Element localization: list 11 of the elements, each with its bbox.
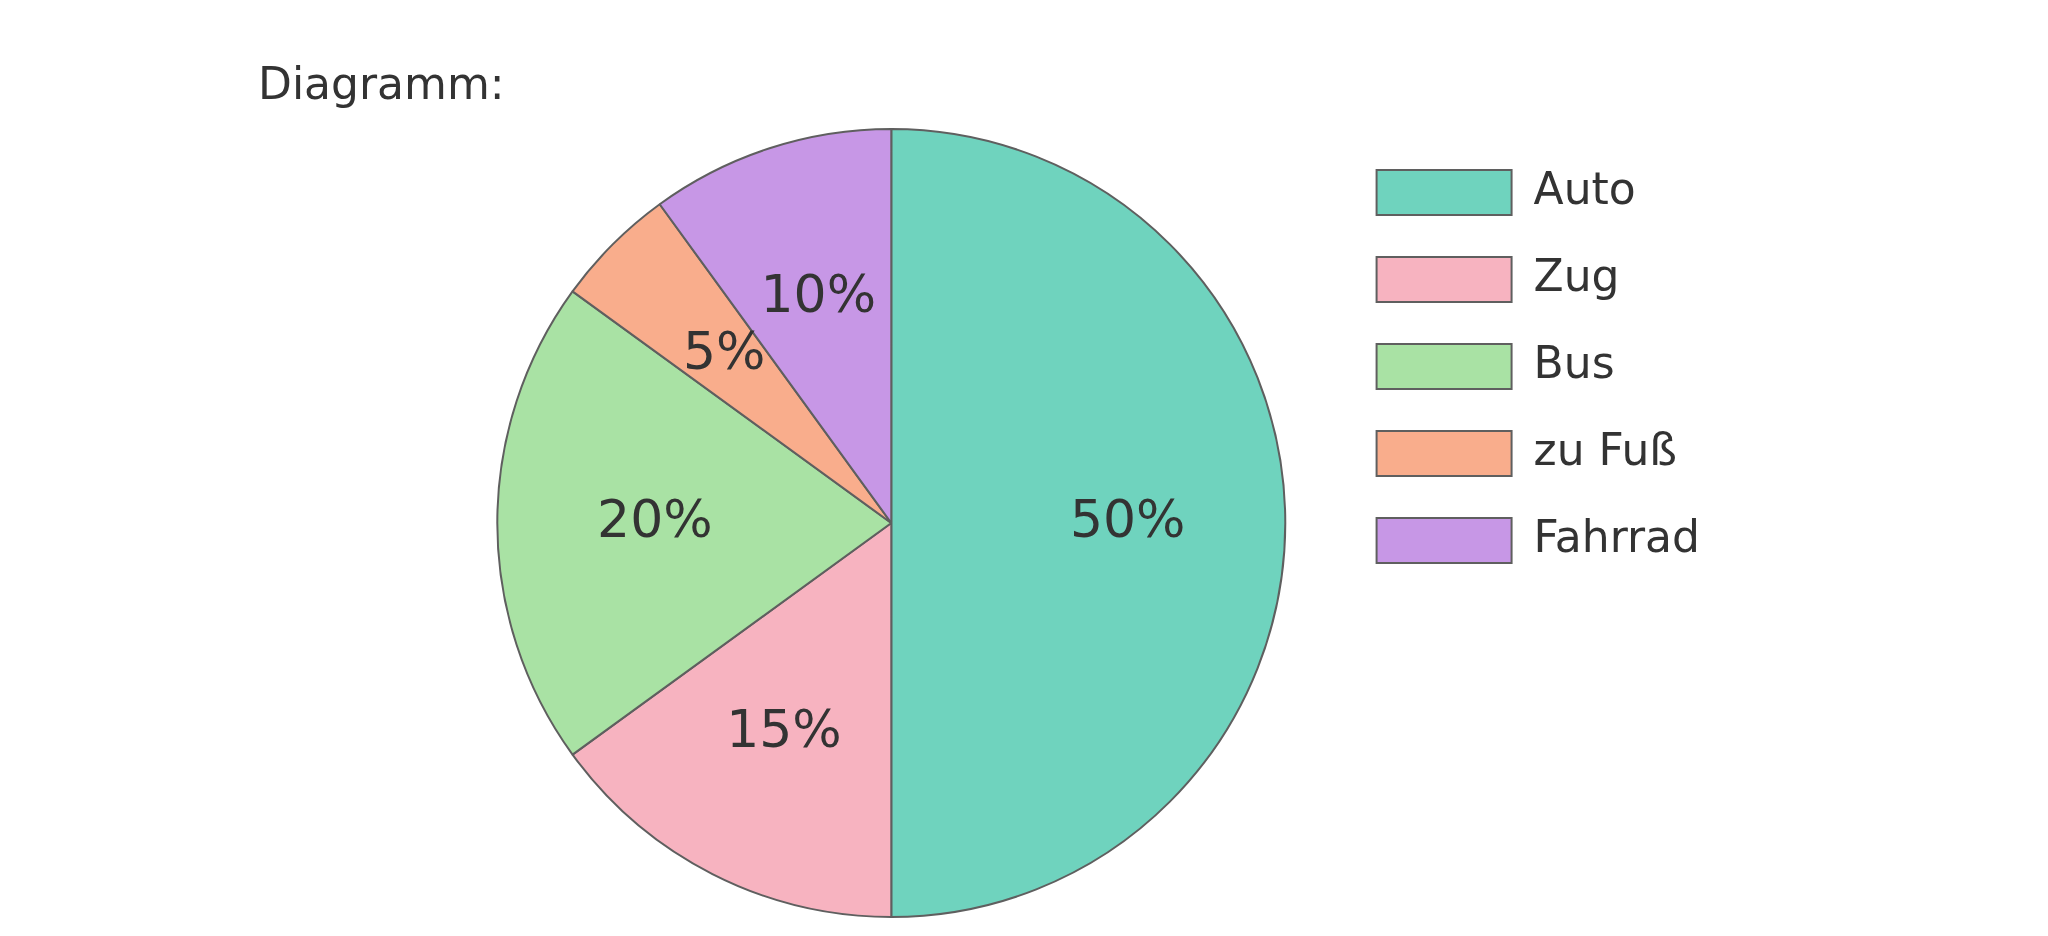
legend-label: zu Fuß — [1533, 423, 1678, 475]
legend-label: Zug — [1533, 249, 1620, 301]
data-label: 20% — [597, 488, 713, 549]
legend-label: Auto — [1533, 162, 1636, 214]
data-label: 15% — [726, 699, 842, 760]
chart-title: Diagramm: — [258, 58, 505, 109]
legend-label: Bus — [1533, 336, 1615, 388]
data-label: 50% — [1069, 488, 1186, 549]
data-label: 10% — [760, 263, 877, 324]
legend-label: Fahrrad — [1533, 510, 1700, 562]
data-label: 5% — [682, 321, 766, 382]
